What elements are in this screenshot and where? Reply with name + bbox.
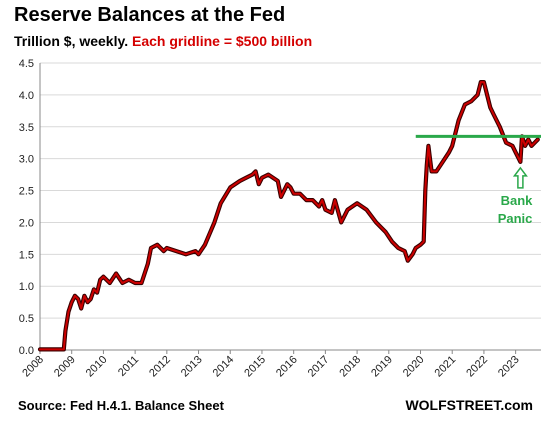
x-tick-label: 2023 <box>496 354 522 380</box>
y-tick-label: 4.5 <box>19 58 34 70</box>
series-group <box>37 79 540 352</box>
x-tick-label: 2022 <box>464 354 490 380</box>
annotation-bank-panic-0: Bank <box>501 193 534 208</box>
axis-frame <box>39 63 541 351</box>
chart-subtitle: Trillion $, weekly. Each gridline = $500… <box>14 33 312 49</box>
series-line-outline <box>37 79 540 352</box>
x-tick-label: 2008 <box>20 354 46 380</box>
y-tick-label: 1.5 <box>19 249 34 261</box>
x-tick-label: 2019 <box>369 354 395 380</box>
source-note: Source: Fed H.4.1. Balance Sheet <box>18 398 224 413</box>
x-tick-label: 2014 <box>211 354 237 380</box>
x-tick-label: 2020 <box>401 354 427 380</box>
x-tick-label: 2021 <box>433 354 459 380</box>
annotation-bank-panic-1: Panic <box>498 211 533 226</box>
x-axis-ticks: 2008 2009 2010 2011 2012 2013 2014 2015 2016 2017… <box>20 350 522 380</box>
brand-logo: WOLFSTREET.com <box>405 397 533 413</box>
y-tick-label: 0.5 <box>19 313 34 325</box>
y-tick-label: 0.0 <box>19 345 34 357</box>
up-arrow-icon <box>512 166 528 189</box>
subtitle-units: Trillion $, weekly. <box>14 33 129 49</box>
x-tick-label: 2017 <box>306 354 332 380</box>
y-tick-label: 3.0 <box>19 154 34 166</box>
y-tick-label: 4.0 <box>19 90 34 102</box>
y-tick-label: 3.5 <box>19 122 34 134</box>
y-tick-label: 2.5 <box>19 186 34 198</box>
x-tick-label: 2010 <box>84 354 110 380</box>
y-tick-label: 1.0 <box>19 281 34 293</box>
x-tick-label: 2013 <box>179 354 205 380</box>
y-axis-ticks: 0.0 0.5 1.0 1.5 2.0 2.5 3.0 3.5 4.0 4.5 <box>19 58 34 357</box>
x-tick-label: 2011 <box>116 354 141 379</box>
x-tick-label: 2009 <box>52 354 78 380</box>
x-tick-label: 2015 <box>242 354 268 380</box>
x-tick-label: 2012 <box>147 354 173 380</box>
series-line-reserve-balances <box>39 81 539 351</box>
chart-title: Reserve Balances at the Fed <box>14 4 286 26</box>
x-tick-label: 2018 <box>337 354 363 380</box>
annotation-group: Bank Panic <box>498 166 534 226</box>
x-tick-label: 2016 <box>274 354 300 380</box>
subtitle-gridline-note: Each gridline = $500 billion <box>132 33 313 49</box>
y-tick-label: 2.0 <box>19 217 34 229</box>
